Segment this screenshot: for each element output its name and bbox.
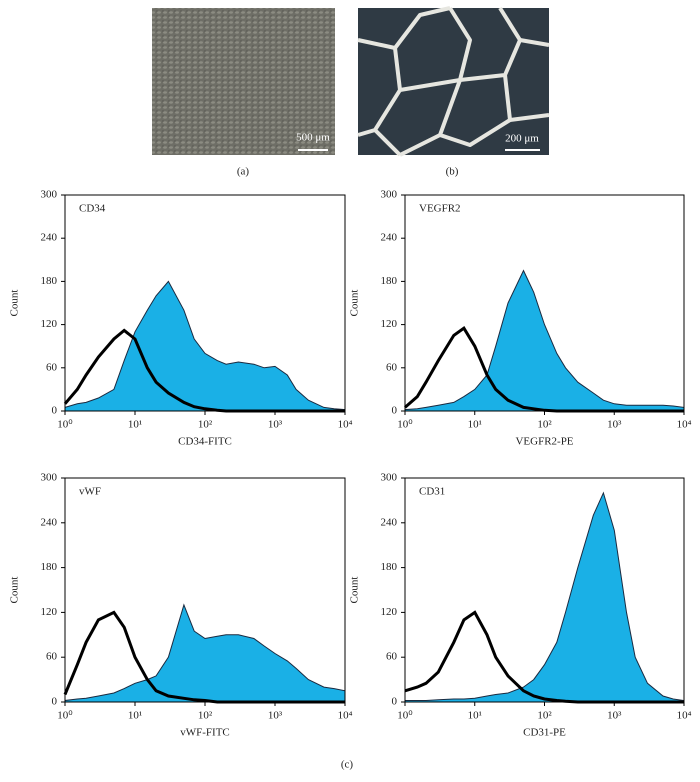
chart: 0 60 120 180 240 300 10⁰ 10¹ 10² 10³ 10⁴ vWF vWF-FIT… [9, 472, 353, 739]
y-tick-label: 180 [41, 561, 58, 573]
x-tick-label: 10² [537, 419, 552, 431]
chart: 0 60 120 180 240 300 10⁰ 10¹ 10² 10³ 10⁴ CD31 CD31-P… [349, 472, 692, 739]
y-tick-label: 240 [41, 516, 58, 528]
x-tick-label: 10⁰ [57, 419, 73, 431]
scale-label: 200 μm [505, 133, 539, 145]
annotation: CD34 [79, 203, 106, 215]
y-tick-label: 240 [381, 232, 398, 244]
y-tick-label: 0 [392, 405, 398, 417]
x-tick-label: 10³ [268, 710, 283, 722]
y-tick-label: 60 [46, 361, 58, 373]
x-tick-label: 10³ [607, 710, 622, 722]
y-tick-label: 240 [381, 516, 398, 528]
area [64, 603, 346, 703]
x-tick-label: 10⁴ [677, 710, 692, 722]
scale-label: 500 μm [296, 132, 330, 144]
y-tick-label: 0 [52, 405, 58, 417]
y-tick-label: 300 [381, 472, 398, 484]
micrograph-a: 500 μm [152, 8, 335, 155]
y-tick-label: 60 [386, 361, 398, 373]
y-tick-label: 120 [41, 318, 58, 330]
y-tick-label: 300 [41, 189, 58, 201]
y-tick-label: 120 [41, 606, 58, 618]
x-tick-label: 10⁴ [338, 419, 353, 431]
x-axis-label: CD34-FITC [178, 436, 232, 448]
y-tick-label: 180 [41, 275, 58, 287]
annotation: VEGFR2 [419, 203, 461, 215]
y-axis-label: Count [9, 290, 21, 317]
x-tick-label: 10³ [607, 419, 622, 431]
x-tick-label: 10⁰ [397, 710, 413, 722]
x-tick-label: 10² [537, 710, 552, 722]
panel-label: (a) [237, 166, 250, 178]
y-tick-label: 60 [46, 651, 58, 663]
annotation: vWF [79, 486, 101, 498]
area [404, 491, 685, 703]
area [64, 280, 346, 412]
y-tick-label: 300 [381, 189, 398, 201]
x-tick-label: 10⁴ [338, 710, 353, 722]
y-axis-label: Count [349, 290, 361, 317]
x-tick-label: 10¹ [128, 419, 142, 431]
y-tick-label: 300 [41, 472, 58, 484]
y-tick-label: 60 [386, 651, 398, 663]
y-axis-label: Count [349, 577, 361, 604]
x-tick-label: 10⁰ [397, 419, 413, 431]
x-tick-label: 10⁴ [677, 419, 692, 431]
x-axis-label: VEGFR2-PE [515, 436, 573, 448]
y-axis-label: Count [9, 577, 21, 604]
area [404, 269, 685, 412]
x-tick-label: 10¹ [468, 710, 482, 722]
y-tick-label: 180 [381, 275, 398, 287]
y-tick-label: 0 [392, 696, 398, 708]
panel-label: (b) [446, 166, 459, 178]
x-tick-label: 10¹ [468, 419, 482, 431]
x-tick-label: 10¹ [128, 710, 142, 722]
chart: 0 60 120 180 240 300 10⁰ 10¹ 10² 10³ 10⁴ VEGFR2 VEGF… [349, 189, 692, 448]
x-tick-label: 10² [198, 710, 213, 722]
panel-label: (c) [341, 759, 354, 771]
annotation: CD31 [419, 486, 445, 498]
y-tick-label: 240 [41, 232, 58, 244]
x-axis-label: CD31-PE [523, 727, 566, 739]
y-tick-label: 0 [52, 696, 58, 708]
y-tick-label: 180 [381, 561, 398, 573]
chart: 0 60 120 180 240 300 10⁰ 10¹ 10² 10³ 10⁴ CD34 CD34-F… [9, 189, 353, 448]
y-tick-label: 120 [381, 318, 398, 330]
y-tick-label: 120 [381, 606, 398, 618]
x-tick-label: 10⁰ [57, 710, 73, 722]
micrograph-b: 200 μm [357, 6, 550, 157]
x-tick-label: 10² [198, 419, 213, 431]
x-tick-label: 10³ [268, 419, 283, 431]
x-axis-label: vWF-FITC [180, 727, 230, 739]
